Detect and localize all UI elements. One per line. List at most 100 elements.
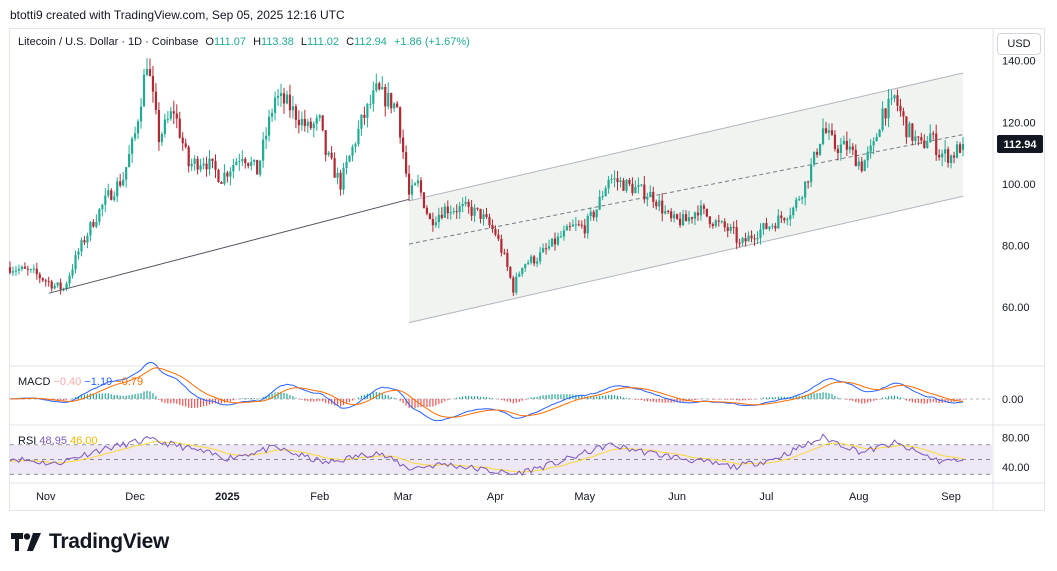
candle-body: [717, 220, 720, 222]
candle-body: [571, 224, 574, 227]
candle-body: [333, 158, 336, 178]
channel-upper-line: [408, 72, 964, 202]
candle-body: [416, 180, 420, 184]
candle-body: [199, 165, 202, 170]
currency-button[interactable]: USD: [997, 33, 1041, 55]
candle-body: [655, 201, 658, 207]
candle-body: [759, 229, 762, 239]
candle-body: [44, 280, 47, 282]
candle-body: [592, 211, 595, 218]
candle-body: [163, 119, 166, 134]
candle-body: [777, 215, 780, 229]
candle-body: [810, 164, 813, 183]
candle-body: [434, 222, 437, 226]
macd-signal-line: [10, 367, 964, 418]
candle-body: [530, 256, 533, 263]
macd-label[interactable]: MACD: [18, 376, 51, 388]
candle-body: [128, 153, 131, 168]
candle-body: [836, 148, 840, 153]
price-tick-label: 120.00: [1002, 117, 1036, 129]
candle-body: [425, 207, 429, 214]
candle-body: [232, 164, 235, 172]
candle-body: [610, 178, 613, 180]
macd-legend: MACD −0.40 −1.19 −0.79: [18, 376, 143, 388]
close-value: 112.94: [354, 36, 387, 48]
rsi-label[interactable]: RSI: [18, 435, 37, 447]
brand-name: TradingView: [49, 530, 170, 553]
candle-body: [562, 230, 566, 237]
candle-body: [253, 159, 256, 162]
time-tick-label: Nov: [36, 491, 56, 503]
candle-body: [32, 268, 35, 270]
candle-body: [628, 179, 631, 184]
candle-body: [607, 179, 610, 189]
candle-body: [443, 206, 446, 218]
candle-body: [842, 140, 845, 145]
candle-body: [899, 105, 902, 112]
candle-body: [56, 282, 59, 286]
candle-body: [211, 158, 214, 162]
low-label: L: [300, 36, 308, 48]
candle-body: [547, 246, 551, 249]
candle-body: [824, 128, 828, 133]
candle-body: [107, 190, 110, 196]
candle-body: [961, 144, 965, 150]
candle-body: [151, 76, 155, 92]
macd-tick-label: 0.00: [1002, 394, 1023, 406]
candle-body: [419, 180, 423, 193]
candle-body: [273, 97, 277, 113]
candle-body: [509, 267, 512, 278]
price-tick-label: 80.00: [1002, 241, 1030, 253]
candle-body: [455, 211, 458, 213]
tradingview-logo[interactable]: TradingView: [11, 530, 169, 554]
candle-body: [738, 242, 741, 244]
symbol-title[interactable]: Litecoin / U.S. Dollar · 1D · Coinbase: [18, 36, 199, 48]
candle-body: [958, 144, 962, 153]
candle-body: [684, 214, 688, 222]
candle-body: [952, 155, 956, 158]
candle-body: [506, 252, 509, 268]
candle-body: [613, 178, 616, 180]
candle-body: [407, 173, 411, 195]
candle-body: [875, 136, 878, 142]
candle-body: [384, 86, 387, 107]
candle-body: [184, 143, 187, 147]
candle-body: [285, 94, 289, 104]
candle-body: [536, 261, 539, 264]
candle-body: [726, 227, 729, 231]
tradingview-logo-icon: [11, 533, 41, 551]
candle-body: [643, 184, 646, 200]
time-tick-label: Jul: [759, 491, 773, 503]
time-tick-label: Jun: [668, 491, 686, 503]
candle-body: [595, 209, 598, 218]
candle-body: [565, 226, 569, 231]
candle-body: [452, 211, 455, 213]
candle-body: [821, 128, 825, 144]
candle-body: [360, 114, 363, 129]
candle-body: [512, 277, 515, 293]
candle-body: [238, 161, 241, 163]
candle-body: [804, 181, 807, 198]
candle-body: [422, 192, 426, 208]
candle-body: [795, 199, 798, 208]
candle-body: [917, 136, 920, 138]
candle-body: [300, 118, 303, 126]
candle-body: [491, 224, 494, 230]
candle-body: [98, 209, 101, 222]
candle-body: [744, 238, 747, 242]
candle-body: [336, 172, 339, 178]
candle-body: [884, 108, 887, 119]
time-tick-label: Mar: [394, 491, 413, 503]
candle-body: [476, 207, 479, 209]
candle-body: [375, 83, 378, 91]
candle-body: [181, 137, 184, 144]
candle-body: [857, 161, 860, 167]
candle-body: [732, 226, 735, 228]
candle-body: [113, 196, 116, 200]
candle-body: [393, 103, 396, 109]
candle-body: [259, 160, 262, 175]
price-tick-label: 100.00: [1002, 179, 1036, 191]
candle-body: [860, 161, 863, 172]
rsi-line: [9, 433, 964, 477]
